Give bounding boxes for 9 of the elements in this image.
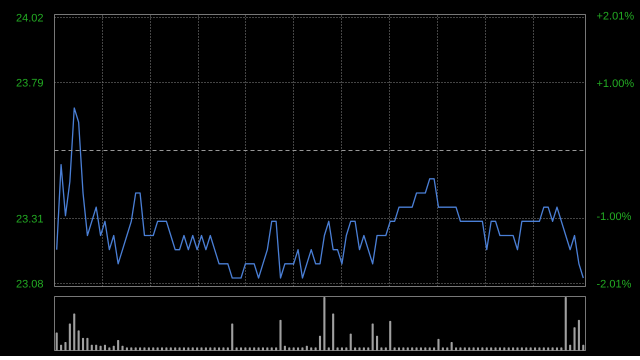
line-series xyxy=(56,107,584,279)
y-tick-label: 23.31 xyxy=(16,214,44,226)
y2-tick-label: -2.01% xyxy=(596,278,632,290)
y2-tick-label: +2.01% xyxy=(596,10,634,22)
y-tick-label: 23.08 xyxy=(16,278,44,291)
y-tick-label: 24.02 xyxy=(16,12,44,24)
y2-tick-label: -1.00% xyxy=(596,211,632,224)
y-tick-label: 23.79 xyxy=(16,78,44,90)
y2-tick-label: +1.00% xyxy=(596,78,634,90)
